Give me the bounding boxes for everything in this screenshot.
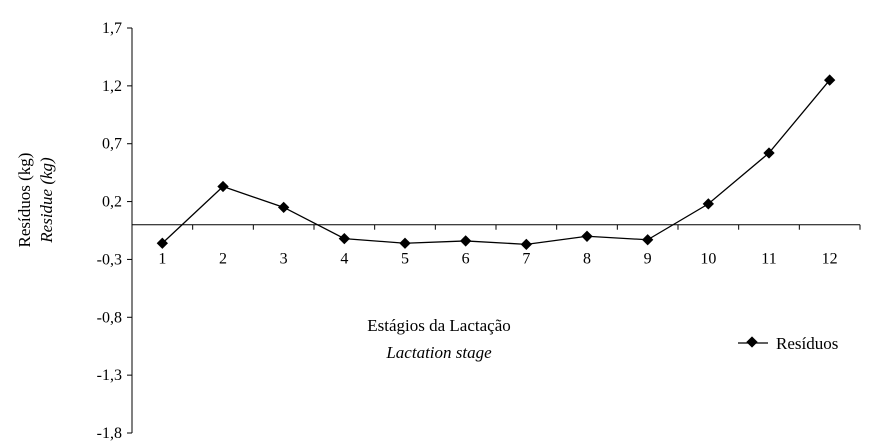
series-group bbox=[156, 74, 836, 251]
series-line bbox=[161, 79, 831, 246]
x-tick-label: 4 bbox=[340, 251, 348, 268]
x-tick-label: 1 bbox=[158, 251, 166, 268]
x-axis-label: Estágios da Lactação bbox=[367, 316, 511, 335]
x-tick-label: 5 bbox=[401, 251, 409, 268]
x-axis-label-italic: Lactation stage bbox=[385, 343, 492, 362]
data-point-marker bbox=[581, 230, 593, 242]
y-tick-label: 0,2 bbox=[102, 194, 122, 211]
data-point-marker bbox=[217, 180, 229, 193]
y-tick-label: -1,8 bbox=[97, 425, 122, 442]
x-tick-label: 3 bbox=[280, 251, 288, 268]
legend-marker-diamond bbox=[746, 336, 758, 348]
x-tick-label: 2 bbox=[219, 251, 227, 268]
data-point-marker bbox=[156, 237, 168, 249]
legend: Resíduos bbox=[738, 334, 838, 353]
x-ticks: 1 2 3 4 5 6 7 8 9 10 11 12 bbox=[131, 224, 861, 268]
x-tick-label: 6 bbox=[462, 251, 470, 268]
x-tick-label: 7 bbox=[522, 251, 530, 268]
y-tick-label: 0,7 bbox=[102, 136, 122, 153]
data-point-marker bbox=[278, 201, 290, 214]
y-tick-label: 1,7 bbox=[102, 20, 122, 37]
y-ticks: 1,7 1,2 0,7 0,2 -0,3 -0,8 -1,3 -1,8 bbox=[97, 20, 132, 442]
legend-label: Resíduos bbox=[776, 334, 838, 353]
data-point-marker bbox=[460, 235, 472, 247]
data-point-marker bbox=[763, 147, 775, 159]
x-tick-label: 9 bbox=[644, 251, 652, 268]
y-axis-label: Resíduos (kg) bbox=[15, 153, 34, 248]
x-tick-label: 10 bbox=[700, 251, 716, 268]
y-axis-label-italic: Residue (kg) bbox=[37, 157, 56, 244]
y-tick-label: -1,3 bbox=[97, 367, 122, 384]
axes bbox=[131, 28, 860, 433]
x-tick-label: 12 bbox=[822, 251, 838, 268]
x-tick-label: 8 bbox=[583, 251, 591, 268]
x-tick-label: 11 bbox=[761, 251, 776, 268]
data-point-marker bbox=[642, 234, 654, 246]
y-tick-label: -0,3 bbox=[97, 251, 122, 268]
data-point-marker bbox=[338, 232, 350, 245]
y-tick-label: 1,2 bbox=[102, 78, 122, 95]
data-point-marker bbox=[702, 198, 714, 210]
y-tick-label: -0,8 bbox=[97, 309, 122, 326]
data-point-marker bbox=[520, 238, 532, 251]
data-point-marker bbox=[399, 237, 411, 249]
